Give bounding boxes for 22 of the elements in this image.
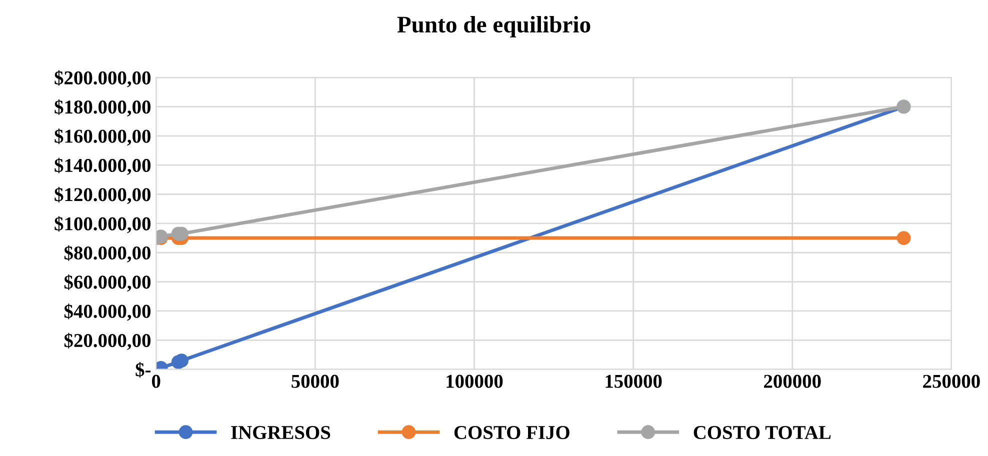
x-tick-label: 0 — [152, 374, 160, 388]
x-tick-label: 250000 — [923, 374, 980, 388]
y-tick-label: $100.000,00 — [54, 216, 150, 234]
x-tick-label: 150000 — [606, 374, 662, 388]
x-tick-label: 100000 — [446, 374, 503, 388]
y-tick-label: $200.000,00 — [54, 70, 150, 88]
legend-label: COSTO FIJO — [454, 426, 570, 440]
y-tick-label: $80.000,00 — [64, 245, 150, 262]
x-tick-label: 200000 — [764, 374, 821, 388]
point — [896, 231, 911, 245]
y-tick-label: $40.000,00 — [64, 304, 150, 321]
chart-title: Punto de equilibrio — [397, 16, 590, 38]
y-tick-label: $- — [136, 362, 151, 378]
legend-label: COSTO TOTAL — [694, 426, 831, 440]
y-tick-label: $180.000,00 — [54, 99, 150, 116]
x-tick-label: 50000 — [292, 374, 339, 388]
y-tick-label: $160.000,00 — [54, 128, 150, 146]
y-tick-label: $120.000,00 — [54, 186, 150, 204]
legend-label: INGRESOS — [231, 426, 330, 440]
y-tick-label: $20.000,00 — [64, 332, 150, 350]
y-tick-label: $60.000,00 — [64, 274, 150, 292]
y-tick-label: $140.000,00 — [54, 158, 150, 175]
